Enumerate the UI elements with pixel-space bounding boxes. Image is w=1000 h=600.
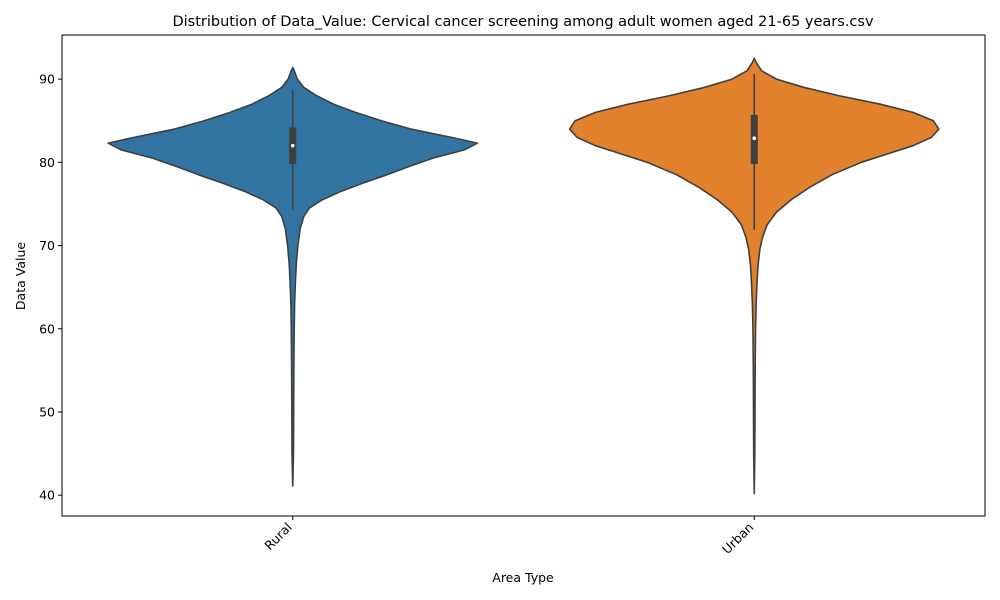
y-axis-label: Data Value: [13, 242, 28, 310]
x-tick-label-urban: Urban: [719, 520, 756, 557]
x-axis-label: Area Type: [492, 570, 554, 585]
y-tick-label-60: 60: [39, 321, 55, 336]
violin-body-rural: [107, 66, 479, 487]
y-tick-label-40: 40: [39, 488, 55, 503]
x-tick-label-rural: Rural: [261, 520, 294, 553]
violin-urban: [568, 57, 940, 495]
median-dot-rural: [290, 143, 295, 148]
violin-body-urban: [568, 57, 940, 495]
y-axis: 40 50 60 70 80 90: [39, 72, 62, 503]
violin-rural: [107, 66, 479, 487]
y-tick-label-50: 50: [39, 404, 55, 419]
plot-area: [107, 57, 940, 495]
median-dot-urban: [752, 136, 757, 140]
y-tick-label-70: 70: [39, 238, 55, 253]
y-tick-label-90: 90: [39, 72, 55, 87]
plot-frame: [61, 34, 986, 517]
chart-title: Distribution of Data_Value: Cervical can…: [172, 14, 873, 30]
x-axis: Rural Urban: [261, 516, 756, 557]
y-tick-label-80: 80: [39, 155, 55, 170]
